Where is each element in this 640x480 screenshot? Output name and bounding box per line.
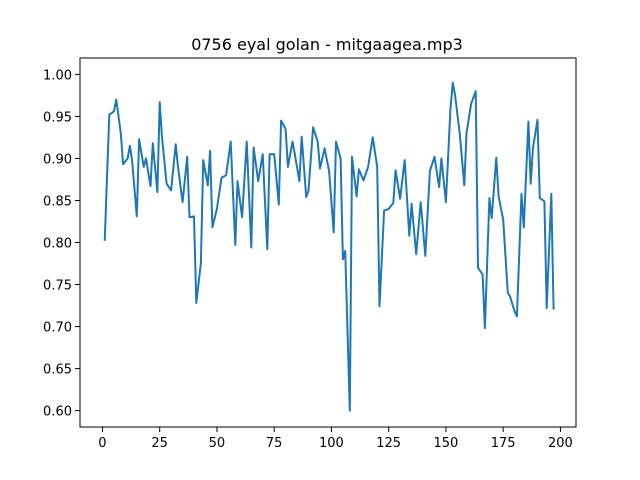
x-tick-label: 150 bbox=[434, 436, 459, 451]
x-tick-label: 25 bbox=[151, 436, 168, 451]
x-tick-label: 175 bbox=[491, 436, 516, 451]
x-tick-label: 75 bbox=[266, 436, 283, 451]
x-axis: 0 25 50 75 100 125 150 175 200 bbox=[98, 427, 573, 451]
plot-area-frame bbox=[79, 57, 577, 428]
y-tick-label: 0.70 bbox=[43, 321, 72, 336]
y-tick-label: 1.00 bbox=[43, 68, 72, 83]
y-tick-label: 0.85 bbox=[43, 194, 72, 209]
y-tick-label: 0.60 bbox=[43, 405, 72, 420]
y-tick-label: 0.80 bbox=[43, 237, 72, 252]
chart-title: 0756 eyal golan - mitgaagea.mp3 bbox=[191, 35, 463, 54]
y-axis: 0.60 0.65 0.70 0.75 0.80 0.85 0.90 0.95 1.00 bbox=[43, 68, 80, 420]
y-tick-label: 0.95 bbox=[43, 110, 72, 125]
y-tick-label: 0.90 bbox=[43, 152, 72, 167]
y-tick-label: 0.65 bbox=[43, 363, 72, 378]
y-tick-label: 0.75 bbox=[43, 279, 72, 294]
x-tick-label: 0 bbox=[98, 436, 106, 451]
x-tick-label: 50 bbox=[209, 436, 226, 451]
x-tick-label: 200 bbox=[548, 436, 573, 451]
x-tick-label: 125 bbox=[376, 436, 401, 451]
x-tick-label: 100 bbox=[319, 436, 344, 451]
series-line bbox=[103, 81, 555, 412]
